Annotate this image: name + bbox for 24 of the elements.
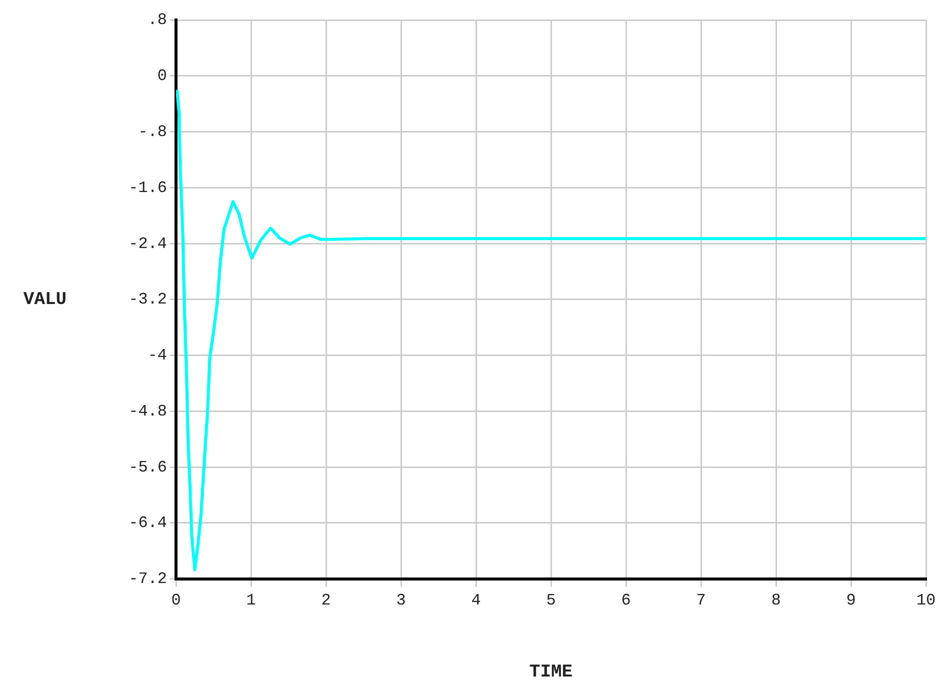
y-tick-label: -7.2 <box>128 570 167 588</box>
x-tick-label: 1 <box>246 592 256 610</box>
x-tick-label: 5 <box>546 592 556 610</box>
x-tick-label: 4 <box>471 592 481 610</box>
y-tick-label: .8 <box>148 11 167 30</box>
x-tick-label: 2 <box>321 592 331 610</box>
y-tick-label: -1.6 <box>128 178 167 197</box>
y-tick-label: -3.2 <box>128 290 167 309</box>
y-tick-label: 0 <box>157 67 167 86</box>
y-axis-title: VALU <box>23 290 67 310</box>
x-tick-label: 3 <box>396 592 406 610</box>
x-tick-label: 0 <box>171 592 181 610</box>
y-tick-label: -5.6 <box>128 458 167 476</box>
y-tick-label: -4.8 <box>128 402 167 420</box>
y-tick-label: -6.4 <box>128 514 167 532</box>
y-tick-label: -4 <box>148 346 167 365</box>
x-tick-label: 6 <box>621 592 631 610</box>
x-tick-label: 7 <box>696 592 706 610</box>
x-tick-label: 10 <box>916 592 936 610</box>
y-tick-label: -2.4 <box>128 234 167 253</box>
y-tick-label: -.8 <box>138 122 167 141</box>
x-tick-label: 9 <box>846 592 856 610</box>
x-axis-title: TIME <box>529 662 573 683</box>
x-tick-label: 8 <box>771 592 781 610</box>
